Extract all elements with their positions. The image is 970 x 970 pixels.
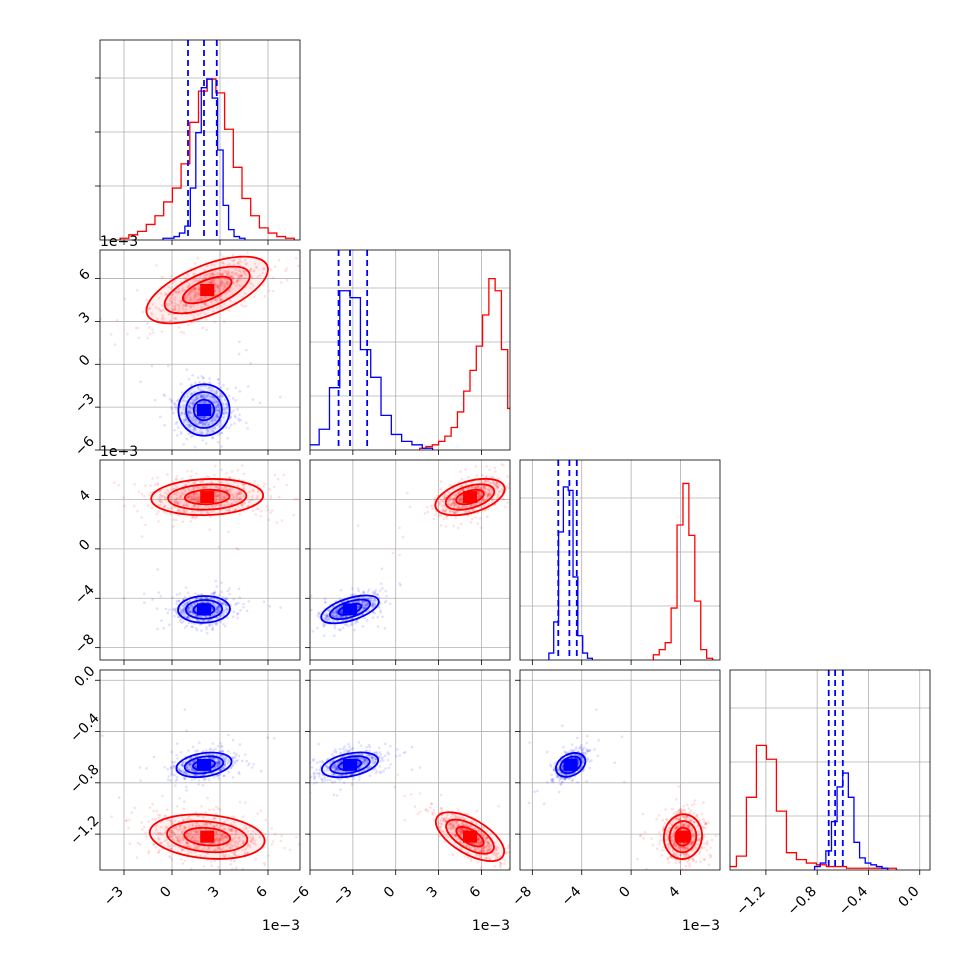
x-offset-label: 1e−3 [472, 918, 510, 934]
scatter-panel [95, 249, 301, 455]
panel-frame [99, 249, 301, 451]
density-peak [463, 491, 477, 504]
density-peak [343, 758, 357, 771]
x-offset-label: 1e−3 [262, 918, 300, 934]
panel-frame [309, 249, 511, 451]
histogram-step [419, 278, 510, 450]
histogram-step [310, 290, 434, 450]
y-tick-label: −8 [72, 631, 98, 657]
x-tick-label: −0.8 [785, 884, 820, 919]
density-peak [343, 603, 357, 616]
histogram-step [652, 482, 714, 660]
histogram-panel [95, 39, 301, 245]
x-offset-label: 1e−3 [682, 918, 720, 934]
density-peak [563, 758, 578, 771]
y-tick-label: 0 [76, 537, 94, 555]
y-tick-label: 3 [76, 309, 94, 327]
panel-frame [99, 459, 301, 661]
x-tick-label: −3 [101, 884, 127, 910]
x-tick-label: −1.2 [733, 884, 768, 919]
panel-frame [729, 669, 931, 871]
y-tick-label: 0 [76, 352, 94, 370]
panel-frame [309, 669, 511, 871]
x-tick-label: −6 [287, 883, 313, 909]
histogram-panel [309, 249, 511, 455]
histogram-panel [519, 459, 721, 665]
scatter-panel [95, 459, 301, 665]
histogram-panel [729, 669, 931, 875]
x-tick-label: −4 [559, 883, 585, 909]
panel-frame [99, 39, 301, 241]
x-tick-label: 0.0 [896, 884, 923, 911]
density-peak [197, 404, 211, 416]
scatter-panel [305, 669, 511, 875]
density-peak [200, 830, 215, 843]
scatter-panel [95, 669, 301, 875]
x-tick-label: −3 [330, 884, 356, 910]
panel-frame [309, 459, 511, 661]
panel-frame [519, 669, 721, 871]
y-tick-label: −6 [72, 433, 98, 459]
x-tick-label: 0 [157, 884, 175, 902]
density-peak [200, 491, 215, 504]
x-tick-label: 4 [666, 883, 684, 901]
density-peak [197, 758, 211, 771]
histogram-step [162, 78, 246, 240]
density-peak [463, 830, 477, 843]
scatter-panel [515, 669, 721, 875]
y-tick-label: −3 [72, 391, 98, 417]
x-tick-label: 6 [467, 883, 485, 901]
histogram-step [730, 744, 898, 870]
x-tick-label: 6 [253, 883, 271, 901]
histogram-step [548, 486, 593, 660]
x-tick-label: 0 [616, 884, 634, 902]
x-tick-label: −0.4 [836, 883, 871, 918]
y-tick-label: 0.0 [71, 663, 98, 690]
density-peak [197, 603, 211, 616]
x-tick-label: 0 [381, 884, 399, 902]
y-offset-label: 1e−3 [100, 444, 138, 460]
x-tick-label: 3 [205, 884, 223, 902]
histogram-step [813, 772, 889, 870]
y-tick-label: −4 [72, 582, 98, 608]
density-peak [675, 830, 690, 843]
y-tick-label: 4 [76, 487, 94, 505]
scatter-panel [305, 459, 511, 665]
y-tick-label: −0.8 [67, 762, 102, 797]
density-peak [200, 284, 215, 296]
panel-frame [99, 669, 301, 871]
y-tick-label: 6 [76, 266, 94, 284]
scatter-cloud [101, 708, 276, 803]
x-tick-label: 3 [424, 884, 442, 902]
x-tick-label: −8 [509, 884, 535, 910]
panel-frame [519, 459, 721, 661]
y-tick-label: −0.4 [67, 710, 102, 745]
y-offset-label: 1e−3 [100, 234, 138, 250]
y-tick-label: −1.2 [67, 813, 102, 848]
